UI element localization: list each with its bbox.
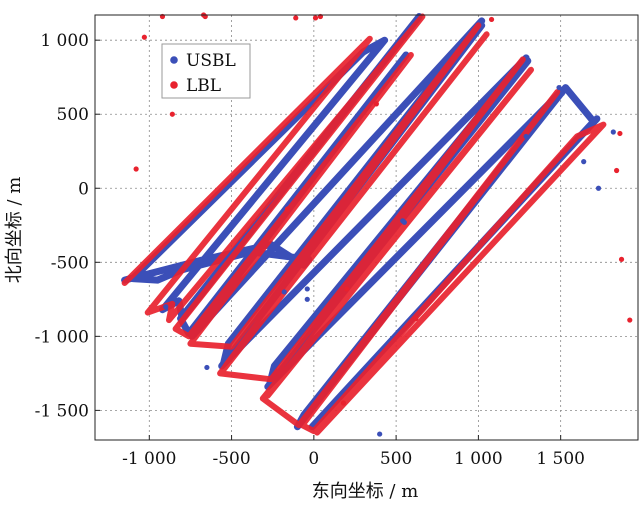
data-point-usbl: [204, 364, 210, 371]
legend-usbl-label: USBL: [186, 51, 236, 71]
y-tick-label: -500: [51, 253, 89, 273]
data-point-usbl: [401, 219, 407, 225]
data-point-usbl: [377, 431, 383, 437]
data-point-lbl: [293, 15, 299, 21]
data-point-lbl: [141, 34, 147, 40]
data-point-lbl: [618, 256, 625, 262]
x-tick-label: 500: [380, 449, 412, 469]
data-point-usbl: [163, 304, 169, 310]
data-point-usbl: [304, 286, 310, 292]
legend-lbl-marker: [170, 81, 178, 89]
data-point-usbl: [465, 182, 472, 188]
data-point-usbl: [523, 133, 529, 140]
data-point-lbl: [312, 15, 319, 21]
legend: USBL LBL: [161, 43, 251, 99]
axes: [94, 14, 639, 441]
data-point-lbl: [617, 130, 623, 137]
x-tick-label: -500: [212, 449, 250, 469]
data-point-usbl: [281, 289, 287, 295]
data-point-usbl: [595, 185, 602, 191]
x-tick-label: 0: [308, 449, 319, 469]
data-point-lbl: [344, 286, 350, 292]
data-point-lbl: [488, 16, 495, 23]
x-tick-label: 1 000: [454, 449, 503, 469]
data-point-lbl: [614, 167, 620, 174]
data-point-lbl: [340, 400, 347, 406]
y-tick-label: -1 000: [35, 327, 89, 347]
plot-frame: [94, 14, 639, 441]
data-point-usbl: [581, 159, 587, 165]
x-tick-label: 1 500: [536, 449, 585, 469]
y-tick-label: 500: [57, 105, 89, 125]
data-point-usbl: [304, 296, 310, 302]
y-tick-label: 0: [78, 179, 89, 199]
y-tick-label: 1 000: [40, 31, 89, 51]
ticks: -1 000 -500 0 500 1 000 1 500 1 000 500 0 -500 -1 …: [35, 31, 585, 469]
series-track-lbl: [121, 13, 607, 436]
data-point-lbl: [627, 317, 633, 323]
legend-box: [161, 43, 251, 99]
data-point-lbl: [413, 315, 419, 322]
data-point-lbl: [169, 111, 175, 117]
x-tick-label: -1 000: [122, 449, 176, 469]
x-axis-label: 东向坐标 / m: [312, 481, 419, 502]
data-point-usbl: [559, 90, 565, 97]
data-point-usbl: [610, 129, 616, 135]
data-point-usbl: [556, 84, 562, 91]
data-point-lbl: [284, 206, 291, 212]
data-layer: [121, 12, 633, 437]
legend-lbl-label: LBL: [186, 76, 221, 96]
data-point-lbl: [373, 101, 379, 107]
data-point-lbl: [133, 166, 139, 172]
legend-usbl-marker: [170, 56, 178, 64]
y-axis-label: 北向坐标 / m: [4, 177, 25, 284]
y-tick-label: -1 500: [35, 401, 89, 421]
